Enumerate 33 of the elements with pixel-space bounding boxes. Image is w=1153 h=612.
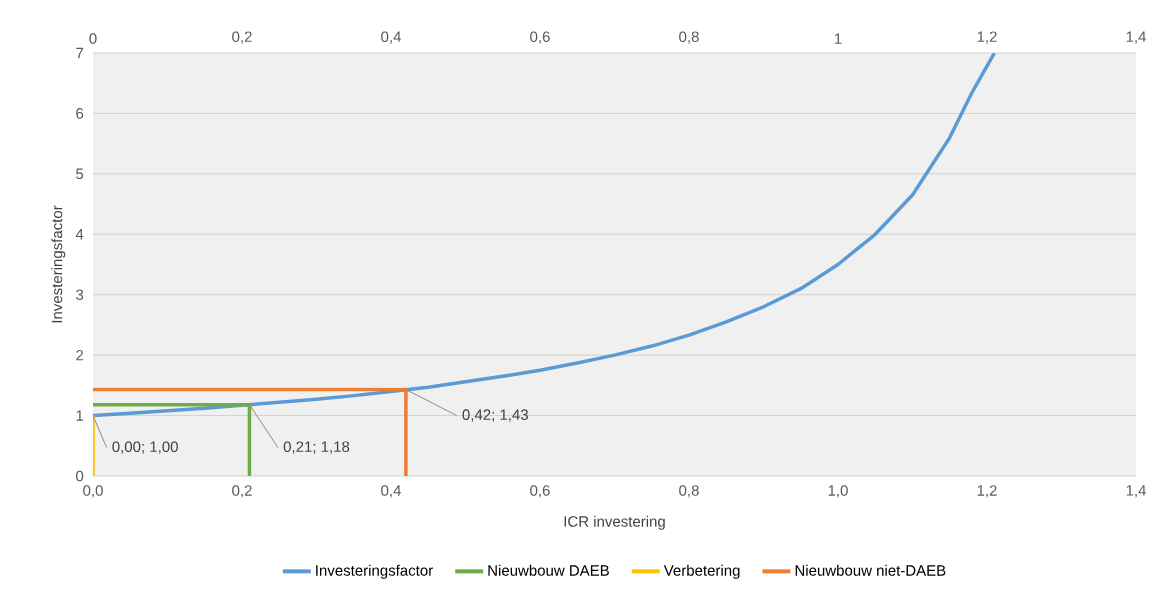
y-tick-label: 6 [76, 108, 84, 119]
y-tick-label: 0 [76, 470, 84, 482]
x2-tick-label: 0,6 [530, 31, 550, 44]
annotation: 0,00; 1,00 [112, 441, 178, 454]
x-tick-label: 0,2 [232, 485, 252, 498]
x-tick-label: 0,6 [530, 485, 550, 498]
x2-tick-label: 1,2 [977, 31, 997, 44]
legend-label: Investeringsfactor [316, 564, 433, 579]
x-tick-label: 0,8 [679, 485, 699, 498]
x-tick-label: 1,0 [828, 485, 848, 498]
annotation: 0,21; 1,18 [283, 441, 350, 454]
y-tick-label: 5 [76, 168, 84, 180]
x2-tick-label: 1,4 [1126, 31, 1146, 44]
x-tick-label: 0,4 [381, 485, 401, 498]
y-axis-title: Investeringsfactor [51, 205, 66, 323]
x-tick-label: 0,0 [83, 485, 103, 498]
x-tick-label: 1,4 [1126, 485, 1146, 498]
x2-tick-label: 0,4 [381, 31, 401, 44]
x2-tick-label: 1 [834, 33, 842, 44]
legend-label: Verbetering [663, 564, 740, 579]
y-tick-label: 4 [75, 229, 84, 240]
x2-tick-label: 0,8 [679, 31, 699, 44]
y-tick-label: 2 [76, 349, 84, 361]
x-tick-label: 1,2 [977, 485, 997, 498]
x2-tick-label: 0 [89, 33, 97, 44]
x2-tick-label: 0,2 [232, 31, 252, 44]
y-tick-label: 3 [76, 289, 84, 301]
x-axis-title: ICR investering [564, 515, 665, 530]
legend-label: Nieuwbouw niet-DAEB [795, 564, 946, 576]
annotation: 0,42; 1,43 [462, 409, 528, 422]
y-tick-label: 1 [76, 410, 84, 421]
legend-label: Nieuwbouw DAEB [488, 564, 609, 576]
y-tick-label: 7 [76, 47, 84, 59]
